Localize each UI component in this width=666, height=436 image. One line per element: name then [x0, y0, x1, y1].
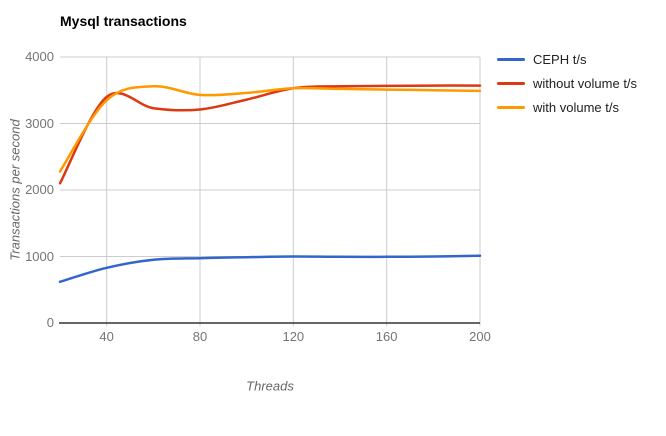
y-tick-label: 2000	[25, 182, 54, 197]
series-line-without-volume-t-s	[58, 84, 482, 185]
legend-label: without volume t/s	[533, 75, 638, 91]
legend-label: CEPH t/s	[533, 51, 587, 67]
y-tick-label: 4000	[25, 49, 54, 64]
legend-item-with-volume-t-s: with volume t/s	[497, 95, 637, 119]
series-line-with-volume-t-s	[58, 85, 482, 173]
legend-line-swatch	[497, 57, 525, 61]
legend: CEPH t/s without volume t/s with volume t/…	[497, 47, 637, 119]
y-axis-title: Transactions per second	[7, 119, 23, 261]
legend-line-swatch	[497, 81, 525, 85]
x-tick-label: 80	[192, 329, 208, 344]
x-tick-label: 120	[282, 329, 305, 344]
x-tick-label: 160	[375, 329, 398, 344]
legend-item-ceph-t-s: CEPH t/s	[497, 47, 637, 71]
y-tick-label: 3000	[25, 115, 54, 131]
series-line-ceph-t-s	[58, 254, 482, 284]
y-tick-label: 0	[46, 315, 54, 330]
x-tick-label: 200	[469, 329, 491, 344]
legend-line-swatch	[497, 105, 525, 109]
x-axis-title: Threads	[246, 378, 294, 394]
legend-item-without-volume-t-s: without volume t/s	[497, 71, 637, 95]
chart-title: Mysql transactions	[60, 13, 187, 29]
legend-label: with volume t/s	[533, 99, 619, 115]
x-tick-label: 40	[99, 329, 114, 344]
y-tick-label: 1000	[25, 248, 54, 264]
